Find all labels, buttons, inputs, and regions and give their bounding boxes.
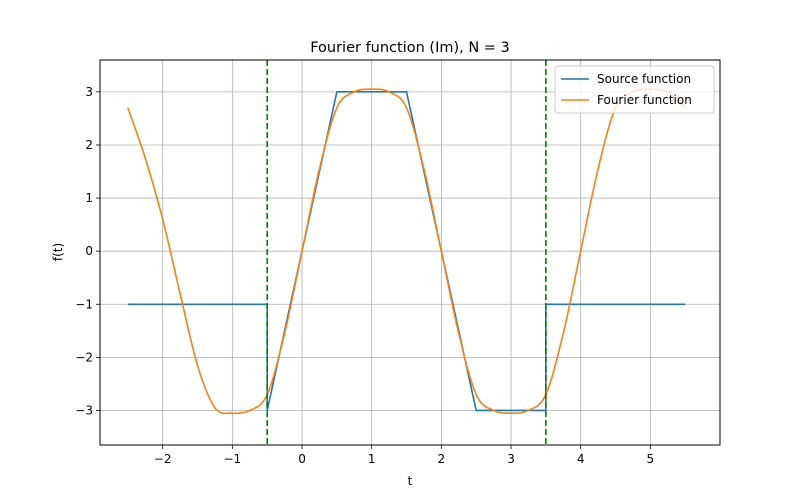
y-tick-label: −3 [75,403,93,417]
legend: Source function Fourier function [554,65,715,114]
x-tick-label: 5 [647,452,655,466]
x-tick-label: 1 [368,452,376,466]
legend-label-source: Source function [597,72,691,86]
x-tick-label: −2 [154,452,172,466]
x-tick-label: 4 [577,452,585,466]
x-axis-label: t [408,474,413,488]
y-tick-label: 3 [85,85,93,99]
legend-label-fourier: Fourier function [597,93,692,107]
x-tick-label: −1 [224,452,242,466]
y-axis-label: f(t) [51,243,65,261]
x-tick-label: 0 [298,452,306,466]
x-tick-label: 3 [507,452,515,466]
y-tick-label: 1 [85,191,93,205]
y-tick-label: −1 [75,297,93,311]
x-axis-ticks: −2 −1 0 1 2 3 4 5 [154,445,654,466]
chart-title: Fourier function (Im), N = 3 [310,40,510,56]
plot-frame [99,59,721,446]
series-line-fourier-function [127,88,686,415]
y-tick-label: 2 [85,138,93,152]
vertical-lines [266,60,547,445]
y-tick-label: −2 [75,350,93,364]
y-axis-ticks: −3 −2 −1 0 1 2 3 [75,85,100,417]
legend-box [554,65,715,114]
x-tick-label: 2 [438,452,446,466]
y-tick-label: 0 [85,244,93,258]
